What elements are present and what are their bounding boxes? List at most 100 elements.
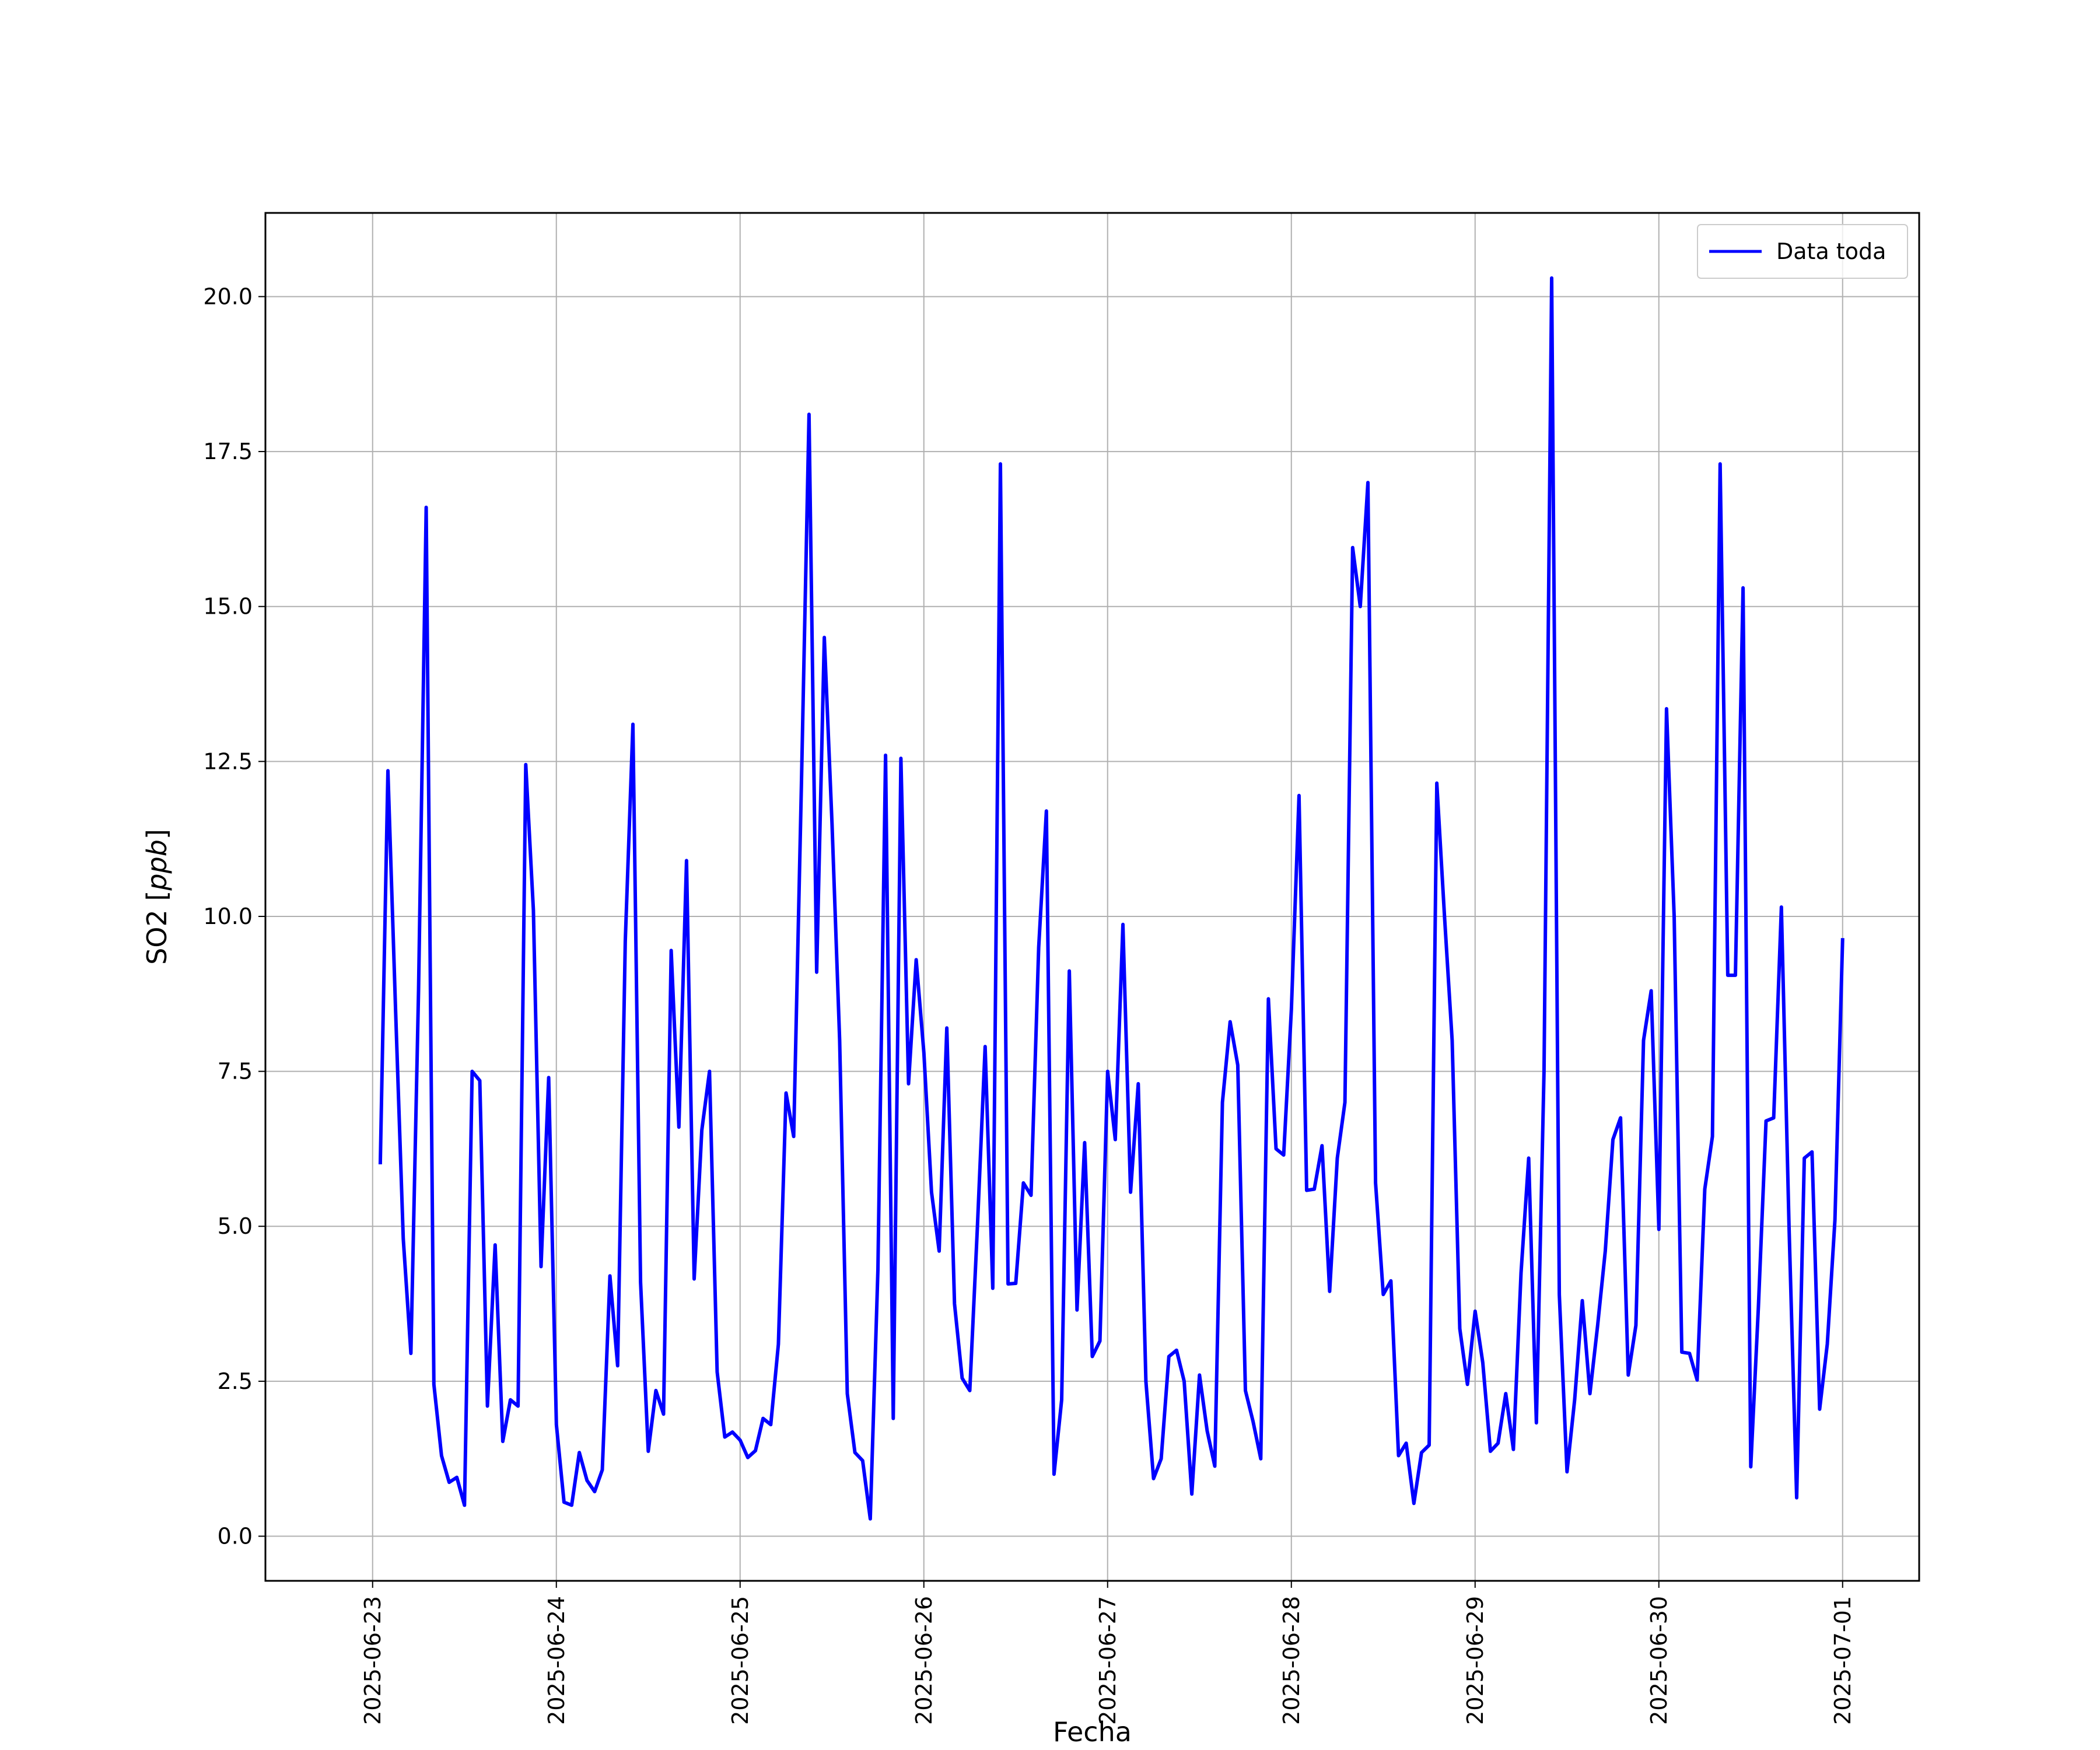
data-point — [1328, 1290, 1331, 1293]
data-point — [1182, 1380, 1186, 1383]
data-point — [738, 1438, 742, 1442]
data-point — [1366, 481, 1370, 484]
data-point — [1803, 1156, 1806, 1160]
data-point — [1565, 1470, 1569, 1474]
data-point — [1045, 809, 1048, 813]
data-point — [1160, 1457, 1163, 1461]
data-point — [1818, 1408, 1821, 1411]
data-point — [1305, 1189, 1308, 1192]
y-axis-title-suffix: ] — [141, 829, 173, 839]
data-point — [646, 1450, 650, 1453]
data-point — [1642, 1039, 1646, 1042]
data-point — [1374, 1181, 1377, 1185]
data-point — [1083, 1141, 1086, 1144]
data-point — [570, 1503, 573, 1507]
data-point — [401, 1237, 405, 1241]
data-point — [1474, 1310, 1477, 1313]
data-point — [1266, 997, 1270, 1000]
data-point — [1021, 1181, 1025, 1185]
data-point — [976, 1224, 979, 1228]
data-point — [1190, 1492, 1194, 1496]
data-point — [1397, 1454, 1401, 1457]
x-tick-label: 2025-06-23 — [360, 1596, 386, 1725]
y-tick-label: 15.0 — [203, 594, 253, 620]
data-point — [1826, 1342, 1829, 1346]
data-point — [1244, 1389, 1247, 1392]
data-point — [1435, 782, 1438, 785]
data-point — [494, 1243, 497, 1247]
data-point — [455, 1476, 459, 1479]
y-tick-label: 20.0 — [203, 284, 253, 309]
y-axis-title: SO2 [ppb] — [141, 829, 173, 965]
data-point — [984, 1045, 987, 1048]
data-point — [677, 1125, 681, 1129]
data-point — [1259, 1457, 1262, 1461]
data-point — [608, 1274, 612, 1278]
data-point — [1275, 1147, 1278, 1150]
data-point — [800, 785, 803, 788]
data-point — [1236, 1063, 1240, 1067]
data-point — [631, 723, 635, 726]
data-point — [394, 1007, 397, 1011]
data-point — [723, 1436, 727, 1439]
data-point — [1106, 1070, 1110, 1073]
data-point — [1841, 936, 1845, 940]
data-point — [662, 1412, 666, 1416]
data-point — [1558, 1293, 1561, 1296]
data-point — [1588, 1392, 1592, 1395]
data-point — [1098, 1339, 1102, 1343]
data-point — [562, 1500, 566, 1504]
data-point — [1443, 915, 1446, 918]
data-point — [1014, 1282, 1017, 1285]
data-point — [1228, 1020, 1232, 1024]
data-point — [463, 1503, 466, 1507]
data-point — [1780, 905, 1783, 909]
data-point — [1520, 1271, 1523, 1275]
data-point — [822, 636, 826, 639]
data-point — [876, 1268, 880, 1272]
data-point — [1282, 1153, 1286, 1157]
data-point — [815, 971, 818, 974]
data-point — [432, 1382, 436, 1386]
data-point — [1121, 923, 1125, 926]
data-point — [1718, 462, 1722, 466]
data-point — [478, 1079, 482, 1083]
data-point — [1175, 1349, 1178, 1352]
y-tick-label: 12.5 — [203, 748, 253, 774]
data-point — [685, 859, 688, 862]
y-axis-title-unit: ppb — [141, 839, 173, 891]
data-point — [1213, 1464, 1217, 1468]
data-point — [1198, 1373, 1201, 1377]
data-point — [1312, 1188, 1316, 1191]
data-point — [1091, 1354, 1094, 1358]
data-point — [915, 958, 918, 961]
data-point — [447, 1480, 451, 1484]
data-point — [1290, 1007, 1293, 1011]
data-point — [547, 1076, 551, 1079]
data-point — [379, 1163, 382, 1166]
data-point — [1604, 1250, 1607, 1253]
data-point — [1833, 1219, 1837, 1222]
data-point — [1596, 1324, 1600, 1327]
data-point — [769, 1423, 772, 1426]
data-point — [1068, 970, 1071, 973]
data-point — [1657, 1228, 1661, 1231]
data-point — [1251, 1420, 1255, 1423]
data-point — [1688, 1352, 1691, 1355]
data-point — [1810, 1150, 1814, 1154]
data-point — [1359, 605, 1362, 608]
plot-frame — [264, 212, 1920, 1582]
data-point — [1320, 1144, 1324, 1147]
data-point — [1381, 1293, 1385, 1296]
data-point — [731, 1430, 734, 1434]
data-point — [1351, 546, 1354, 550]
data-point — [1221, 1101, 1224, 1104]
x-tick-label: 2025-06-26 — [911, 1596, 937, 1725]
data-point — [639, 1280, 642, 1284]
data-point — [593, 1490, 596, 1493]
data-point — [1006, 1282, 1010, 1286]
data-point — [700, 1129, 704, 1132]
data-point — [417, 989, 421, 993]
